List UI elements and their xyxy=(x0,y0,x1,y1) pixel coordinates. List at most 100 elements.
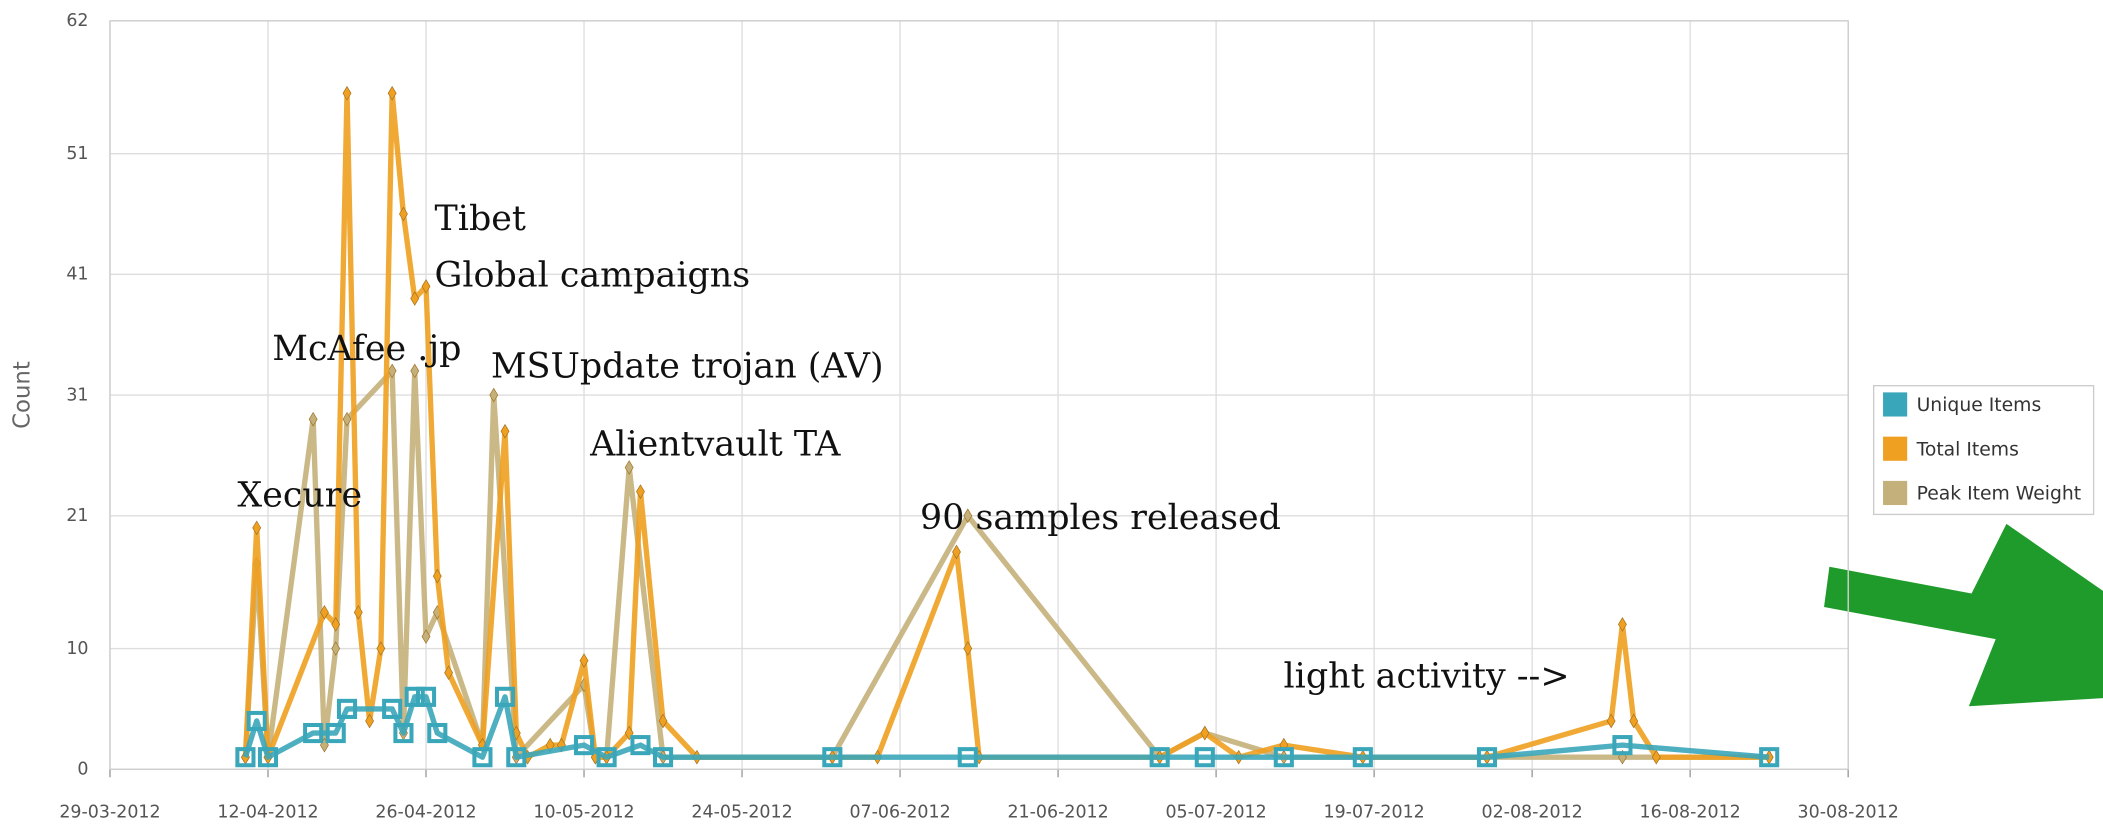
plot-border xyxy=(109,20,1849,770)
x-tick-label: 12-04-2012 xyxy=(217,803,318,823)
annotation: Tibet xyxy=(435,199,526,239)
point xyxy=(252,520,262,536)
point xyxy=(489,387,499,403)
annotation: light activity --> xyxy=(1284,656,1570,696)
x-tick-label: 10-05-2012 xyxy=(533,803,634,823)
point xyxy=(1149,747,1170,768)
point xyxy=(963,641,973,656)
x-tick-label: 30-08-2012 xyxy=(1798,803,1899,823)
legend-label: Peak Item Weight xyxy=(1917,484,2082,505)
point xyxy=(382,698,403,719)
point xyxy=(1606,713,1616,729)
point xyxy=(331,641,341,656)
point xyxy=(342,85,352,101)
point xyxy=(421,629,431,644)
x-tick-label: 07-06-2012 xyxy=(849,803,950,823)
point xyxy=(652,747,674,768)
point xyxy=(365,713,374,729)
point xyxy=(410,291,420,306)
legend-swatch xyxy=(1883,480,1908,506)
legend-swatch xyxy=(1883,392,1908,417)
point xyxy=(1759,747,1780,768)
point xyxy=(427,722,448,744)
point xyxy=(636,484,645,499)
annotation: Alientvault TA xyxy=(589,424,841,464)
point xyxy=(257,747,279,768)
point xyxy=(235,747,256,768)
point xyxy=(444,665,454,681)
annotation: Xecure xyxy=(237,475,362,515)
point xyxy=(387,363,397,379)
arrow xyxy=(1824,523,2103,707)
point xyxy=(573,735,595,756)
y-tick-label: 0 xyxy=(77,760,88,780)
annotation: McAfee .jp xyxy=(272,329,461,369)
annotation: Global campaigns xyxy=(435,255,751,295)
point xyxy=(331,617,341,632)
x-tick-label: 24-05-2012 xyxy=(691,803,792,823)
point xyxy=(432,568,442,584)
point xyxy=(624,460,634,475)
x-tick-label: 02-08-2012 xyxy=(1482,803,1583,823)
point xyxy=(336,698,358,719)
point xyxy=(1629,713,1639,729)
point xyxy=(325,722,346,744)
x-tick-label: 19-07-2012 xyxy=(1323,803,1424,823)
point xyxy=(303,722,324,744)
point xyxy=(500,423,510,439)
legend-label: Total Items xyxy=(1916,439,2019,460)
point xyxy=(1476,747,1498,768)
point xyxy=(630,735,651,756)
point xyxy=(376,641,386,656)
point xyxy=(1273,747,1294,768)
x-tick-label: 29-03-2012 xyxy=(59,803,160,823)
point xyxy=(957,747,978,768)
y-tick-label: 41 xyxy=(66,265,88,285)
point xyxy=(822,747,843,768)
y-tick-label: 51 xyxy=(66,144,88,164)
point xyxy=(399,206,408,222)
x-tick-label: 21-06-2012 xyxy=(1007,803,1108,823)
point xyxy=(963,508,973,524)
point xyxy=(1618,617,1627,632)
point xyxy=(246,710,267,732)
annotation: 90 samples released xyxy=(920,498,1281,538)
x-tick-label: 26-04-2012 xyxy=(375,803,476,823)
point xyxy=(1651,749,1661,765)
point xyxy=(494,686,516,707)
point xyxy=(596,747,617,768)
annotation: MSUpdate trojan (AV) xyxy=(491,347,884,387)
point xyxy=(404,686,425,707)
series-line xyxy=(242,368,1770,760)
x-tick-label: 05-07-2012 xyxy=(1165,803,1266,823)
point xyxy=(353,604,363,620)
point xyxy=(624,725,634,741)
point xyxy=(1194,747,1215,768)
point xyxy=(472,747,493,768)
point xyxy=(1612,735,1633,756)
point xyxy=(579,653,589,668)
point xyxy=(393,722,414,744)
x-tick-label: 16-08-2012 xyxy=(1640,803,1741,823)
point xyxy=(952,544,961,560)
point xyxy=(342,411,352,427)
legend-box xyxy=(1872,385,2095,516)
point xyxy=(320,604,329,620)
point xyxy=(1200,725,1210,741)
point xyxy=(410,363,420,379)
point xyxy=(308,411,318,427)
y-tick-label: 31 xyxy=(66,385,88,405)
point xyxy=(415,686,437,707)
y-tick-label: 21 xyxy=(66,506,88,526)
legend-swatch xyxy=(1883,436,1908,461)
point xyxy=(506,747,527,768)
point xyxy=(658,713,668,729)
y-axis-label: Count xyxy=(10,361,36,429)
point xyxy=(387,85,397,101)
point xyxy=(421,279,431,294)
y-tick-label: 62 xyxy=(66,11,88,31)
point xyxy=(1352,747,1373,768)
legend-label: Unique Items xyxy=(1917,395,2042,416)
